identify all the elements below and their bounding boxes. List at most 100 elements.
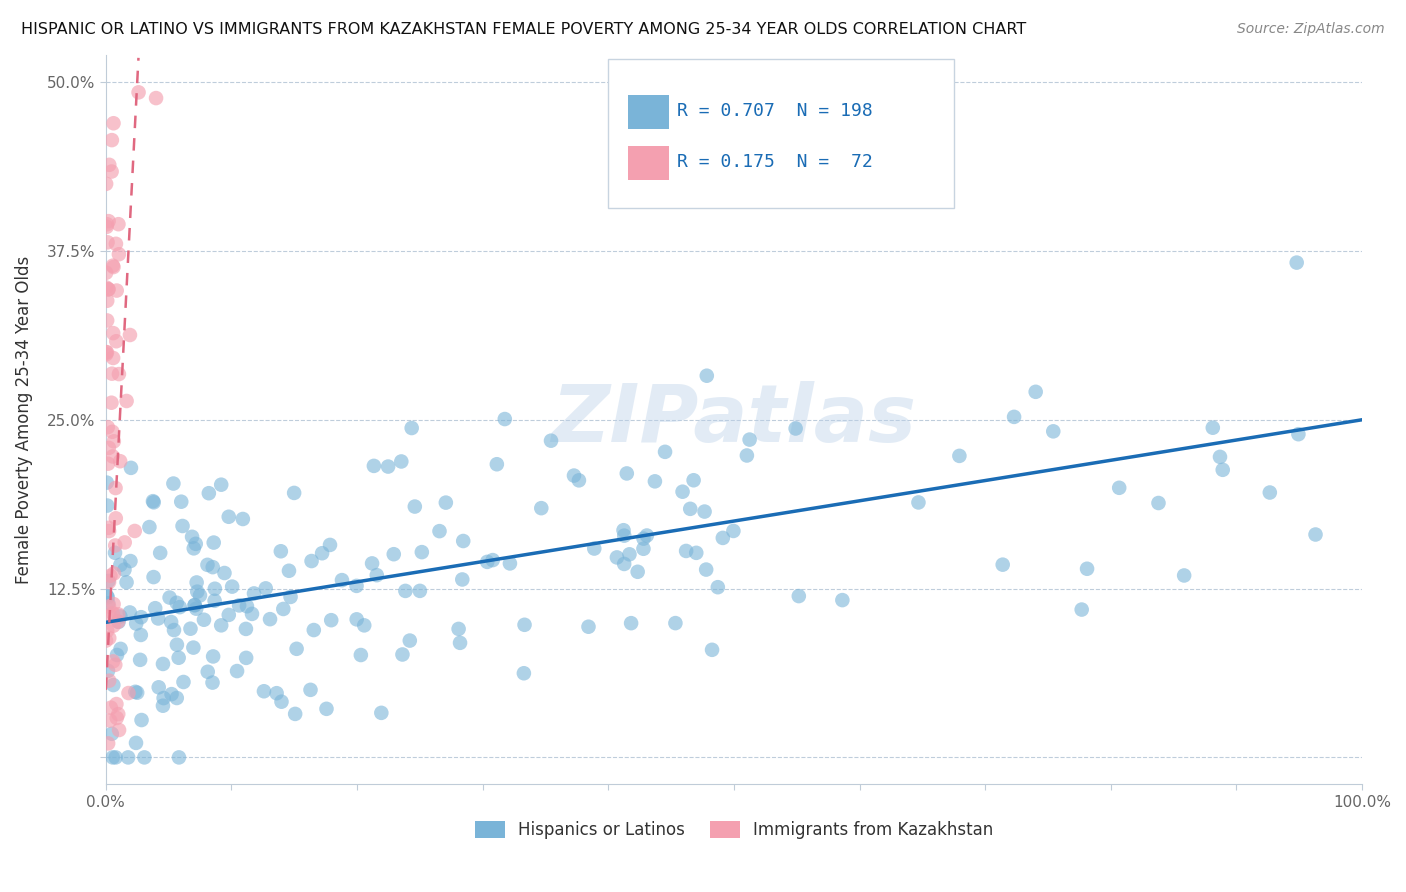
Point [97, 590, 120, 604]
Point [186, 575, 208, 590]
Point [695, 563, 717, 577]
Point [128, 86, 150, 100]
Point [183, 640, 205, 655]
Point [110, 558, 132, 572]
Point [1002, 409, 1025, 424]
Point [1076, 562, 1098, 576]
Point [96, 624, 118, 638]
Point [103, 566, 125, 581]
Point [108, 247, 131, 261]
Point [404, 500, 426, 514]
Point [100, 569, 122, 583]
Point [183, 541, 205, 556]
Point [166, 691, 188, 706]
Point [259, 612, 281, 626]
Point [616, 467, 638, 481]
Point [166, 596, 188, 610]
Point [1212, 463, 1234, 477]
Point [270, 695, 292, 709]
Point [162, 476, 184, 491]
Point [201, 675, 224, 690]
Point [103, 618, 125, 632]
Point [664, 616, 686, 631]
Point [235, 622, 257, 636]
Point [499, 557, 522, 571]
Point [377, 459, 399, 474]
Point [98, 524, 121, 538]
Point [97, 596, 120, 610]
Point [142, 494, 165, 508]
Point [97, 664, 120, 678]
Point [101, 727, 124, 741]
Point [948, 449, 970, 463]
Point [315, 702, 337, 716]
Point [131, 713, 153, 727]
Point [330, 573, 353, 587]
Point [451, 534, 474, 549]
Point [398, 633, 420, 648]
Point [96, 499, 118, 513]
Point [120, 461, 142, 475]
Point [96, 345, 118, 359]
Point [142, 570, 165, 584]
Point [363, 458, 385, 473]
Point [218, 509, 240, 524]
Text: ZIPatlas: ZIPatlas [551, 381, 917, 458]
Point [991, 558, 1014, 572]
Point [1147, 496, 1170, 510]
Point [125, 736, 148, 750]
Point [243, 586, 266, 600]
Point [494, 412, 516, 426]
Point [186, 584, 208, 599]
Point [104, 539, 127, 553]
Point [142, 495, 165, 509]
Point [96, 589, 118, 603]
Text: R = 0.707  N = 198: R = 0.707 N = 198 [678, 103, 873, 120]
Point [197, 665, 219, 679]
Point [94, 266, 117, 280]
Point [110, 641, 132, 656]
Point [103, 260, 125, 274]
Point [152, 698, 174, 713]
Point [160, 615, 183, 629]
Point [411, 545, 433, 559]
Point [152, 657, 174, 671]
Point [98, 673, 121, 688]
Point [105, 648, 128, 662]
Point [107, 615, 129, 629]
Point [114, 563, 136, 577]
Point [110, 609, 132, 624]
Point [1042, 425, 1064, 439]
Point [129, 610, 152, 624]
Point [299, 682, 322, 697]
Point [129, 653, 152, 667]
Point [266, 686, 288, 700]
Point [627, 565, 650, 579]
Point [97, 599, 120, 614]
Point [221, 580, 243, 594]
FancyBboxPatch shape [628, 95, 669, 128]
Y-axis label: Female Poverty Among 25-34 Year Olds: Female Poverty Among 25-34 Year Olds [15, 256, 32, 584]
Point [100, 164, 122, 178]
Point [302, 623, 325, 637]
Point [170, 494, 193, 508]
Point [204, 582, 226, 596]
Point [311, 546, 333, 560]
Point [612, 523, 634, 537]
Point [562, 468, 585, 483]
Point [284, 706, 307, 721]
Point [451, 573, 474, 587]
Point [1209, 450, 1232, 464]
Point [134, 750, 156, 764]
Point [235, 651, 257, 665]
Point [124, 685, 146, 699]
Point [1305, 527, 1327, 541]
Point [107, 707, 129, 722]
Point [127, 686, 149, 700]
Point [633, 541, 655, 556]
Point [105, 697, 128, 711]
Point [738, 433, 761, 447]
Point [105, 711, 128, 725]
Point [226, 664, 249, 678]
Point [94, 633, 117, 648]
